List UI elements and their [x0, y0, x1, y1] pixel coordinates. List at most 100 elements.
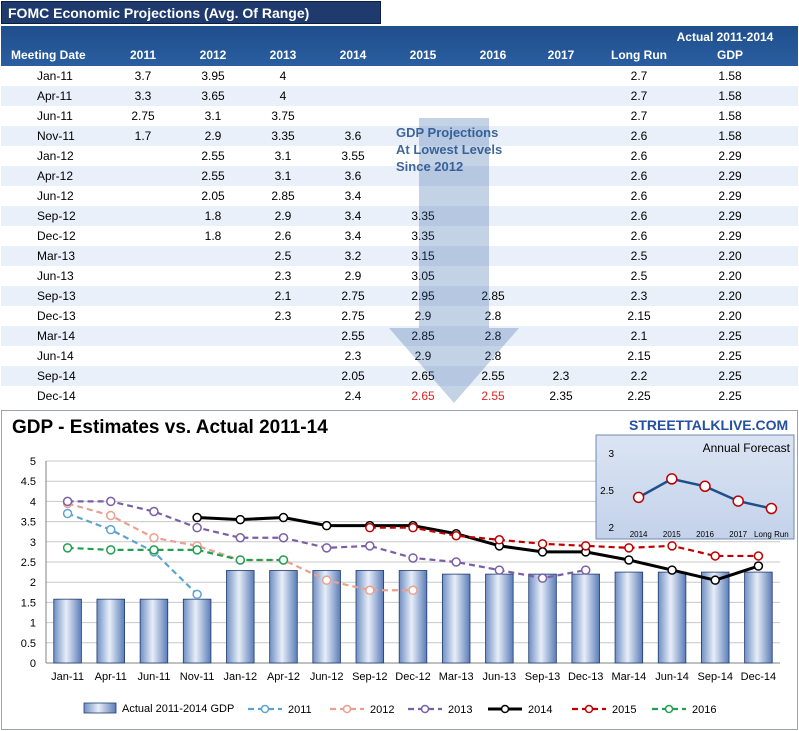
- table-cell: 2.1: [274, 289, 292, 303]
- x-tick-label: Mar-13: [439, 671, 474, 683]
- table-cell: 2.20: [718, 309, 742, 323]
- table-row: Nov-11 1.7 2.9 3.35 3.6 2.6 1.58: [1, 126, 798, 146]
- table-row: Mar-14 2.55 2.85 2.8 2.1 2.25: [1, 326, 798, 346]
- table-cell: 3.65: [201, 89, 225, 103]
- y-tick-label: 3.5: [21, 517, 36, 529]
- point-2012: [365, 585, 375, 596]
- x-tick-label: Sep-12: [352, 671, 387, 683]
- table-cell: 2.29: [718, 149, 742, 163]
- annotation-line: GDP Projections: [396, 125, 499, 140]
- table-cell: 2.3: [274, 309, 292, 323]
- table-cell: 3.35: [411, 229, 435, 243]
- y-tick-label: 2: [30, 577, 36, 589]
- table-cell: Jan-12: [37, 149, 74, 163]
- table-cell: 2.6: [630, 189, 648, 203]
- table-row: Sep-12 1.8 2.9 3.4 3.35 2.6 2.29: [1, 206, 798, 226]
- table-cell: 2.55: [341, 329, 365, 343]
- table-cell: 3.05: [411, 269, 435, 283]
- table-cell: 1.58: [718, 109, 742, 123]
- table-cell: Apr-11: [37, 89, 73, 103]
- legend-marker-2014: [500, 704, 510, 714]
- legend-marker-2016: [664, 704, 674, 714]
- table-cell: 2.29: [718, 229, 742, 243]
- table-cell: 4: [279, 69, 287, 83]
- table-cell: Jan-11: [37, 69, 73, 83]
- gdp-bar: [441, 573, 471, 664]
- table-cell: 2.2: [630, 369, 648, 383]
- table-cell: 2.55: [201, 169, 225, 183]
- table-row: Sep-14 2.05 2.65 2.55 2.3 2.2 2.25: [1, 366, 798, 386]
- projections-table: Jan-11 3.7 3.95 4 2.7 1.58 Apr-11 3.3 3.65 4 2.7 1.…: [1, 66, 798, 407]
- x-tick-label: Jun-13: [483, 671, 517, 683]
- table-row: Jun-13 2.3 2.9 3.05 2.5 2.20: [1, 266, 798, 286]
- column-header-long-run: Long Run: [611, 48, 667, 62]
- x-tick-label: Dec-12: [395, 671, 430, 683]
- legend-label: 2011: [288, 704, 312, 716]
- table-cell: 2.5: [274, 249, 292, 263]
- table-cell: 2.4: [344, 389, 362, 403]
- table-cell: Dec-14: [37, 389, 76, 403]
- point-2016: [106, 545, 116, 555]
- table-cell: 3.4: [344, 189, 362, 203]
- point-2016: [278, 555, 289, 565]
- point-2012: [321, 575, 332, 585]
- gdp-bar: [571, 573, 600, 664]
- point-2015: [494, 535, 505, 545]
- arrow-shape: [389, 118, 519, 403]
- inset-point: [632, 491, 645, 504]
- column-header-2015: 2015: [409, 48, 437, 62]
- table-row: Apr-12 2.55 3.1 3.6 2.6 2.29: [1, 166, 798, 186]
- table-cell: 2.25: [718, 329, 742, 343]
- table-cell: Jun-14: [37, 349, 74, 363]
- point-2012: [408, 585, 418, 596]
- table-cell: 2.9: [344, 269, 362, 283]
- y-tick-label: 3: [30, 537, 36, 549]
- table-row: Jan-12 2.55 3.1 3.55 2.6 2.29: [1, 146, 798, 166]
- table-cell: 2.75: [131, 109, 155, 123]
- point-2015: [624, 543, 634, 553]
- gdp-bar: [485, 573, 514, 664]
- table-cell: 1.58: [718, 129, 742, 143]
- legend-label: Actual 2011-2014 GDP: [122, 703, 234, 715]
- table-cell: Nov-11: [37, 129, 75, 143]
- inset-background: [595, 434, 795, 540]
- table-cell: 3.1: [274, 149, 292, 163]
- series-line-2013: [67, 500, 586, 580]
- legend-marker-2013: [420, 704, 430, 714]
- table-cell: 2.55: [201, 149, 225, 163]
- legend-label: 2013: [448, 704, 472, 716]
- point-2016: [149, 545, 159, 555]
- annual-forecast-inset: Annual Forecast 2 2.5 3 2014 2015 2016 2017 Long…: [595, 434, 795, 540]
- y-tick-label: 0: [30, 658, 36, 670]
- point-2014: [753, 561, 764, 571]
- x-tick-label: Mar-14: [611, 671, 646, 683]
- table-cell: 2.5: [630, 249, 648, 263]
- point-2013: [192, 522, 202, 533]
- table-row: Jan-11 3.7 3.95 4 2.7 1.58: [1, 66, 798, 86]
- table-cell: 2.3: [630, 289, 648, 303]
- point-2015: [408, 522, 418, 533]
- table-cell: 3.15: [411, 249, 435, 263]
- table-cell: 1.8: [204, 229, 222, 243]
- x-tick-label: Dec-13: [568, 671, 603, 683]
- point-2014: [321, 520, 332, 531]
- table-cell: 3.3: [134, 89, 152, 103]
- table-cell: 2.55: [481, 369, 505, 383]
- point-2013: [365, 541, 375, 551]
- table-header: Actual 2011-2014 Meeting Date 2011 2012 201…: [1, 26, 798, 66]
- y-tick-label: 4: [30, 496, 36, 508]
- table-cell: 3.75: [271, 109, 295, 123]
- gdp-bar: [53, 598, 82, 664]
- table-cell: 2.6: [274, 229, 292, 243]
- legend-swatch-gdp: [83, 702, 117, 714]
- table-cell: 2.9: [414, 309, 432, 323]
- gdp-bar: [355, 570, 385, 664]
- gdp-projections-annotation: GDP Projections At Lowest Levels Since 201…: [396, 124, 526, 175]
- inset-y-tick-label: 2.5: [600, 486, 614, 497]
- point-2015: [667, 541, 677, 551]
- table-cell: 2.20: [718, 289, 742, 303]
- legend-label: 2012: [370, 704, 394, 716]
- point-2014: [537, 547, 548, 557]
- table-cell: 2.25: [718, 349, 742, 363]
- inset-x-tick-label: 2014: [630, 530, 648, 539]
